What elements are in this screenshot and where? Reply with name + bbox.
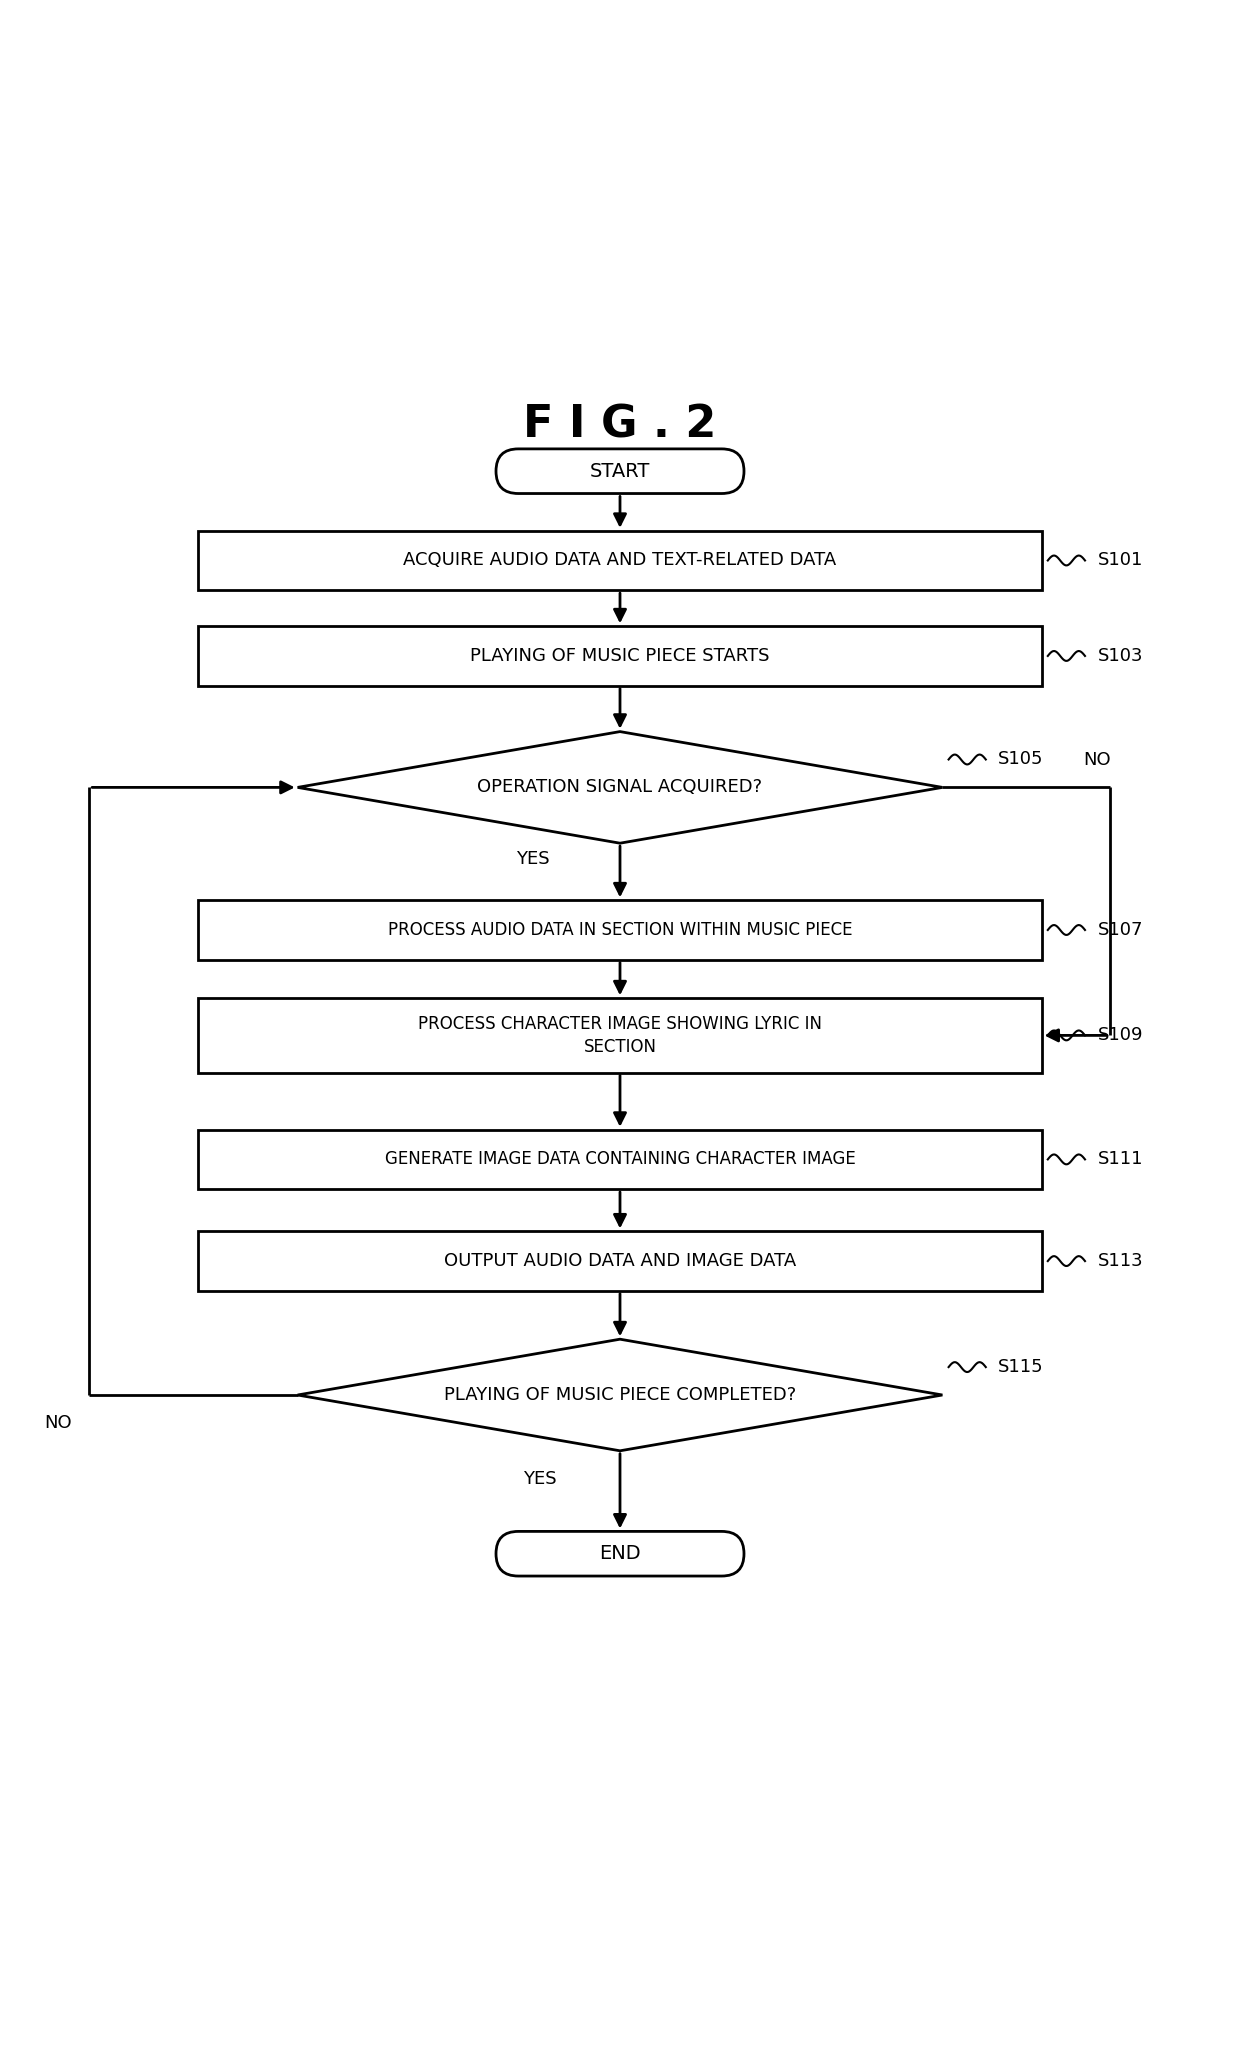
Text: OPERATION SIGNAL ACQUIRED?: OPERATION SIGNAL ACQUIRED? bbox=[477, 777, 763, 796]
Polygon shape bbox=[298, 1340, 942, 1451]
Bar bbox=[198, 626, 1042, 685]
Text: PLAYING OF MUSIC PIECE STARTS: PLAYING OF MUSIC PIECE STARTS bbox=[470, 647, 770, 665]
Text: S103: S103 bbox=[1097, 647, 1143, 665]
Text: S109: S109 bbox=[1097, 1027, 1143, 1043]
Text: PROCESS AUDIO DATA IN SECTION WITHIN MUSIC PIECE: PROCESS AUDIO DATA IN SECTION WITHIN MUS… bbox=[388, 921, 852, 939]
Text: START: START bbox=[590, 462, 650, 481]
Text: OUTPUT AUDIO DATA AND IMAGE DATA: OUTPUT AUDIO DATA AND IMAGE DATA bbox=[444, 1252, 796, 1271]
Text: F I G . 2: F I G . 2 bbox=[523, 403, 717, 446]
Bar bbox=[198, 1129, 1042, 1189]
Text: NO: NO bbox=[45, 1414, 72, 1432]
Bar bbox=[198, 530, 1042, 589]
Text: S113: S113 bbox=[1097, 1252, 1143, 1271]
Text: YES: YES bbox=[516, 851, 551, 868]
Polygon shape bbox=[298, 732, 942, 843]
Text: S107: S107 bbox=[1097, 921, 1143, 939]
Text: ACQUIRE AUDIO DATA AND TEXT-RELATED DATA: ACQUIRE AUDIO DATA AND TEXT-RELATED DATA bbox=[403, 552, 837, 569]
Bar bbox=[198, 998, 1042, 1072]
Text: S105: S105 bbox=[998, 751, 1044, 769]
Text: S115: S115 bbox=[998, 1359, 1044, 1377]
Text: YES: YES bbox=[522, 1469, 557, 1487]
Bar bbox=[198, 900, 1042, 960]
Text: PROCESS CHARACTER IMAGE SHOWING LYRIC IN
SECTION: PROCESS CHARACTER IMAGE SHOWING LYRIC IN… bbox=[418, 1015, 822, 1056]
Text: S101: S101 bbox=[1097, 552, 1143, 569]
Text: END: END bbox=[599, 1545, 641, 1563]
FancyBboxPatch shape bbox=[496, 448, 744, 493]
Text: S111: S111 bbox=[1097, 1150, 1143, 1168]
Bar bbox=[198, 1232, 1042, 1291]
Text: NO: NO bbox=[1084, 751, 1111, 769]
Text: GENERATE IMAGE DATA CONTAINING CHARACTER IMAGE: GENERATE IMAGE DATA CONTAINING CHARACTER… bbox=[384, 1150, 856, 1168]
FancyBboxPatch shape bbox=[496, 1530, 744, 1575]
Text: PLAYING OF MUSIC PIECE COMPLETED?: PLAYING OF MUSIC PIECE COMPLETED? bbox=[444, 1385, 796, 1404]
